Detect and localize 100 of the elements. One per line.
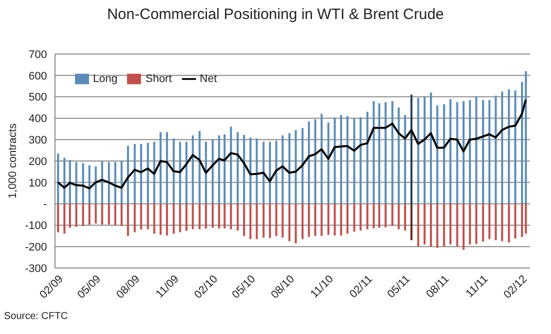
bar	[475, 204, 478, 244]
bar	[268, 142, 271, 204]
legend-label: Net	[200, 72, 217, 85]
source-note: Source: CFTC	[4, 311, 68, 322]
bar	[88, 204, 90, 225]
bar	[282, 204, 284, 238]
bar	[327, 122, 330, 204]
bar	[82, 163, 84, 204]
bar	[108, 162, 110, 204]
bar	[282, 135, 284, 204]
bar	[146, 142, 149, 204]
bar	[134, 144, 136, 204]
bar	[417, 204, 420, 246]
bar	[224, 134, 226, 204]
bar	[372, 204, 375, 228]
bar	[430, 204, 432, 247]
bar	[456, 204, 458, 246]
bar	[340, 114, 342, 204]
bar	[372, 101, 375, 204]
bar	[482, 100, 484, 204]
bar	[443, 204, 446, 247]
bar	[449, 204, 452, 244]
bar	[179, 204, 182, 232]
bar	[140, 204, 142, 230]
bar	[204, 204, 207, 229]
bar	[488, 100, 490, 204]
bar	[314, 204, 316, 236]
y-tick-label: -100	[24, 220, 47, 232]
bar	[410, 204, 412, 240]
bar	[212, 204, 214, 228]
bar	[230, 204, 232, 230]
bar	[101, 161, 104, 204]
bar	[501, 204, 504, 242]
bar	[88, 165, 90, 204]
bar	[179, 142, 182, 204]
legend-label: Long	[93, 72, 118, 85]
bar	[198, 131, 201, 204]
bar	[462, 204, 465, 250]
bar	[482, 204, 484, 242]
bar	[508, 89, 510, 204]
bar	[366, 112, 368, 204]
bar	[521, 204, 524, 237]
bar	[456, 102, 458, 204]
bar	[224, 204, 226, 228]
bar	[243, 134, 246, 204]
bar	[302, 204, 304, 240]
bar	[488, 204, 490, 240]
bar	[508, 204, 510, 242]
chart-title: Non-Commercial Positioning in WTI & Brent Crude	[106, 5, 445, 25]
bar	[302, 128, 304, 204]
bar	[294, 204, 297, 244]
bar	[172, 204, 175, 234]
bar	[410, 94, 412, 204]
bar	[430, 92, 432, 204]
y-tick-label: 600	[28, 70, 47, 82]
bar	[366, 204, 368, 230]
y-tick-label: 500	[28, 92, 47, 104]
bar	[57, 204, 60, 232]
bar	[57, 154, 60, 204]
legend-label: Short	[145, 72, 172, 85]
bar	[185, 142, 188, 204]
bar	[268, 204, 271, 238]
bar	[120, 204, 123, 226]
y-tick-label: -300	[24, 262, 47, 275]
bar	[391, 204, 394, 226]
y-tick-label: 100	[28, 177, 47, 190]
bar	[308, 121, 310, 204]
bar	[334, 204, 336, 236]
bar	[218, 135, 220, 204]
bar	[449, 98, 452, 204]
bar	[75, 162, 78, 204]
bar	[140, 144, 142, 204]
bar	[514, 204, 516, 238]
y-tick-label: -	[43, 198, 48, 211]
bar	[334, 118, 336, 204]
bar	[524, 71, 527, 204]
bar	[494, 96, 497, 204]
bar	[82, 204, 84, 226]
bar	[236, 204, 239, 231]
bar	[166, 204, 168, 236]
bar	[114, 204, 116, 226]
bar	[204, 142, 207, 204]
bar	[320, 204, 323, 236]
bar	[114, 162, 116, 204]
bar	[443, 104, 446, 204]
bar	[384, 204, 387, 228]
bar	[378, 204, 380, 228]
bar	[398, 108, 400, 204]
y-axis-title: 1,000 contracts	[6, 122, 19, 199]
bar	[424, 204, 426, 244]
bar	[327, 204, 330, 235]
bar	[346, 116, 348, 204]
bar	[475, 96, 478, 204]
bar	[404, 114, 406, 204]
bar	[353, 118, 356, 204]
bar	[514, 90, 516, 204]
y-tick-label: 700	[28, 48, 47, 61]
bar	[360, 117, 362, 204]
bar	[126, 204, 129, 236]
bar	[468, 100, 471, 204]
